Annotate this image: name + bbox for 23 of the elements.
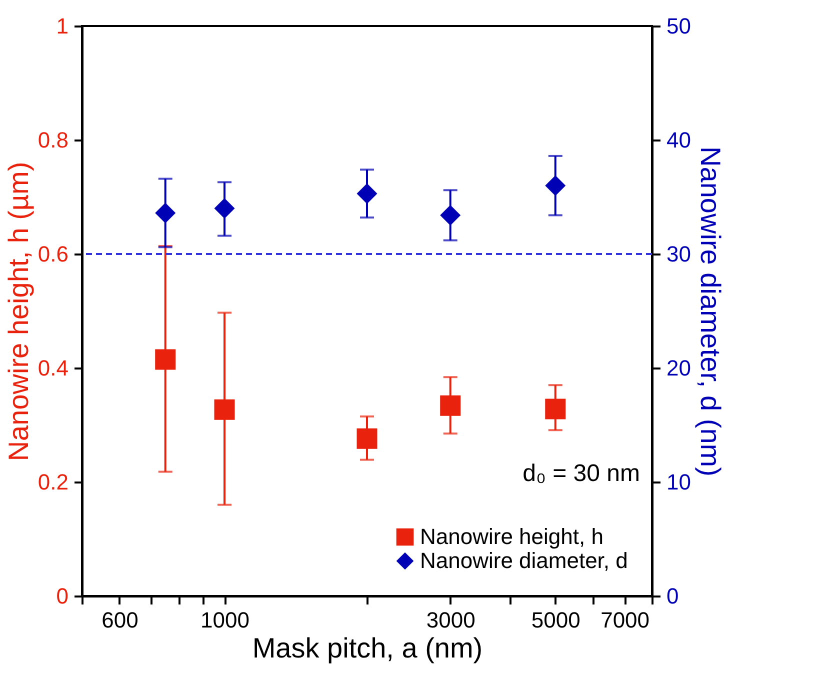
y-tick-label: 0.6 [38,242,68,266]
x-axis-title: Mask pitch, a (nm) [252,632,483,664]
y2-tick-label: 20 [666,356,691,380]
annotation: d₀ = 30 nm [522,460,640,487]
y-tick-label: 0.2 [38,470,68,494]
legend-label: Nanowire height, h [420,524,604,549]
y2-tick-label: 50 [666,14,691,38]
x-tick-label: 1000 [200,608,250,632]
x-tick-label: 3000 [426,608,476,632]
y-tick-label: 0.4 [38,356,68,380]
y2-axis-title: Nanowire diameter, d (nm) [694,146,726,476]
y2-tick-label: 10 [666,470,691,494]
y-tick-label: 0.8 [38,128,68,152]
legend-label: Nanowire diameter, d [420,548,628,573]
x-tick-label: 5000 [531,608,580,632]
x-tick-label: 7000 [600,608,650,632]
y2-tick-label: 30 [666,242,691,266]
y-tick-label: 1 [56,14,68,38]
y-axis-title: Nanowire height, h (µm) [2,162,34,462]
y-tick-label: 0 [56,584,68,608]
y2-tick-label: 40 [666,128,691,152]
x-tick-label: 600 [102,608,138,632]
y2-tick-label: 0 [666,584,679,608]
